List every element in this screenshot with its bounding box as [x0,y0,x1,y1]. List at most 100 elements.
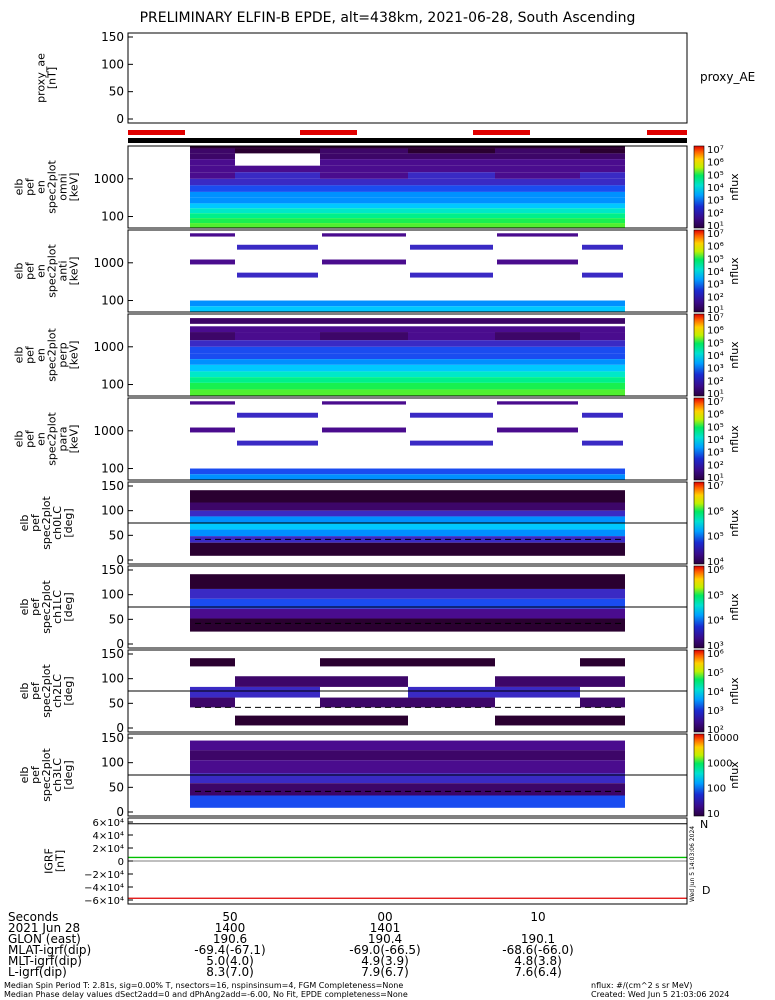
heatmap-cell [495,346,580,354]
colorbar-label-text: nflux [728,257,741,285]
y-axis-label-line: spec2plot [40,496,53,550]
colorbar-label-text: nflux [728,173,741,201]
heatmap-cell [235,783,320,796]
heatmap-cell [495,318,580,324]
heatmap-cell [320,346,408,354]
heatmap-cell [580,146,625,149]
heatmap-cell [320,306,408,312]
heatmap-cell [580,371,625,378]
y-tick-label: 1000 [93,172,124,186]
y-tick-label: 50 [109,528,124,542]
y-tick-label: 2×10⁴ [93,844,124,855]
y-tick-label: 50 [109,612,124,626]
heatmap-cell [190,359,235,365]
colorbar-tick-label: 10⁶ [707,506,724,517]
heatmap-cell [320,618,408,632]
heatmap-cell [582,272,623,278]
heatmap-cell [408,326,495,333]
heatmap-cell [580,346,625,354]
heatmap-cell [190,178,235,186]
heatmap-cell [190,750,235,761]
heatmap-cell [320,213,408,219]
heatmap-cell [408,740,495,751]
orbit-segment [473,130,530,135]
heatmap-cell [320,332,408,341]
heatmap-cell [235,474,320,480]
colorbar-label: nflux [728,425,741,453]
heatmap-cell [408,371,495,378]
colorbar-tick-label: 10⁶ [707,649,724,660]
heatmap-cell [408,686,495,698]
heatmap-cell [320,588,408,599]
y-axis-label-line: proxy_ae [35,53,48,103]
heatmap-cell [190,159,235,166]
y-tick-label: 50 [109,780,124,794]
heatmap-cell [320,371,408,378]
heatmap-cell [190,389,235,396]
y-tick-label: 0 [116,112,124,126]
y-tick-label: 0 [116,805,124,819]
heatmap-cell [495,153,580,160]
heatmap-cell [235,332,320,341]
heatmap-cell [190,474,235,480]
orbit-segment [300,130,357,135]
heatmap-cell [235,178,320,186]
y-tick-label: 4×10⁴ [93,831,124,842]
heatmap-cell [190,490,235,503]
heatmap-cell [320,715,408,726]
heatmap-cell [408,203,495,209]
colorbar-tick-label: 10⁴ [707,557,724,568]
heatmap-cell [495,618,580,632]
heatmap-cell [495,218,580,224]
heatmap-cell [410,272,493,278]
colorbar-tick-label: 10⁵ [707,170,724,181]
heatmap-cell [580,377,625,383]
heatmap-cell [580,148,625,154]
heatmap-cell [495,468,580,475]
heatmap-cell [320,203,408,209]
y-axis-label: proxy_ae[nT] [35,53,59,103]
y-axis-label-line: [deg] [62,592,75,621]
y-tick-label: 100 [101,57,124,71]
heatmap-cell [580,185,625,192]
heatmap-cell [408,172,495,179]
y-tick-label: 0 [116,553,124,567]
heatmap-cell [495,542,580,556]
heatmap-cell [190,332,235,341]
colorbar-tick-label: 10⁷ [707,313,724,324]
heatmap-cell [495,359,580,365]
heatmap-cell [190,510,235,517]
heatmap-cell [320,490,408,503]
heatmap-cell [580,574,625,589]
footer-created: Created: Wed Jun 5 21:03:06 2024 [591,990,729,999]
heatmap-cell [580,208,625,214]
colorbar-tick-label: 10¹ [707,305,724,316]
heatmap-cell [320,523,408,530]
heatmap-cell [495,773,580,784]
heatmap-cell [580,773,625,784]
y-axis-label-line: [deg] [62,676,75,705]
y-axis-label-line: [nT] [46,67,59,89]
colorbar-tick-label: 10¹ [707,389,724,400]
y-tick-label: 100 [101,462,124,476]
heatmap-cell [580,516,625,523]
heatmap-cell [320,574,408,589]
panel-frame [127,481,688,565]
y-axis-label-line: pef [24,429,37,448]
heatmap-cell [190,468,235,475]
colorbar-tick-label: 10² [707,460,724,471]
heatmap-cell [320,326,408,333]
y-tick-label: 50 [109,696,124,710]
y-tick-label: 1000 [93,340,124,354]
heatmap-cell [410,440,493,446]
colorbar-tick-label: 10⁶ [707,410,724,421]
y-axis-label-line: spec2plot [40,748,53,802]
side-note: Wed Jun 5 14:03:06 2024 [689,826,696,902]
heatmap-cell [190,529,235,537]
orbit-track [128,138,687,143]
y-axis-label-line: elb [13,347,26,364]
heatmap-cell [408,516,495,523]
heatmap-cell [408,598,495,609]
